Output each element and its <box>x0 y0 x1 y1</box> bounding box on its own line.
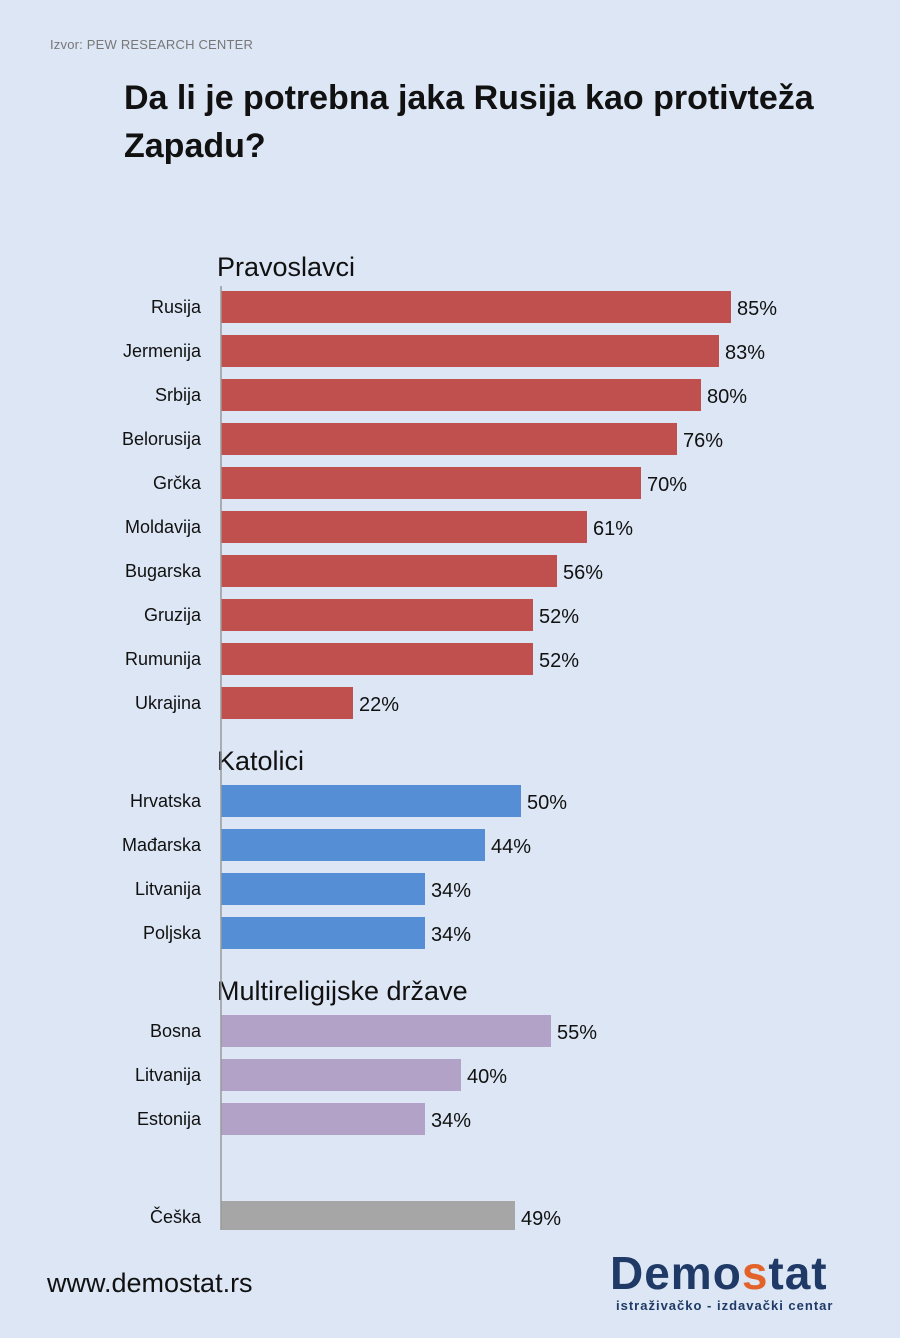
logo-part: Demo <box>610 1247 742 1299</box>
data-label: 70% <box>647 474 687 496</box>
bar <box>221 785 521 817</box>
category-label: Rumunija <box>125 649 202 669</box>
logo-part-accent: s <box>741 1247 769 1299</box>
category-label: Estonija <box>137 1109 202 1129</box>
group-heading: Katolici <box>217 746 304 776</box>
category-label: Gruzija <box>144 605 202 625</box>
data-label: 44% <box>491 836 531 858</box>
bar <box>221 379 701 411</box>
data-label: 80% <box>707 386 747 408</box>
category-label: Moldavija <box>125 517 202 537</box>
category-label: Bosna <box>150 1021 202 1041</box>
logo-wordmark: Demostat <box>610 1248 850 1298</box>
group-heading: Pravoslavci <box>217 252 355 282</box>
data-label: 61% <box>593 518 633 540</box>
bar <box>221 829 485 861</box>
bar <box>221 291 731 323</box>
demostat-logo: Demostat istraživačko - izdavački centar <box>610 1248 850 1313</box>
data-label: 85% <box>737 298 777 320</box>
logo-part: tat <box>768 1247 828 1299</box>
data-label: 55% <box>557 1022 597 1044</box>
footer-url[interactable]: www.demostat.rs <box>47 1268 253 1298</box>
bar <box>221 873 425 905</box>
bar <box>221 599 533 631</box>
data-label: 50% <box>527 792 567 814</box>
chart-title: Da li je potrebna jaka Rusija kao protiv… <box>124 79 814 165</box>
data-label: 56% <box>563 562 603 584</box>
source-note: Izvor: PEW RESEARCH CENTER <box>50 37 254 52</box>
category-label: Mađarska <box>122 835 202 855</box>
data-label: 52% <box>539 650 579 672</box>
bar <box>221 467 641 499</box>
bar-chart: Pravoslavci Rusija 85% Jermenija 83% Srbija 80… <box>122 252 777 1230</box>
data-label: 83% <box>725 342 765 364</box>
group-heading: Multireligijske države <box>217 976 468 1006</box>
category-label: Bugarska <box>125 561 202 581</box>
bar <box>221 917 425 949</box>
logo-tagline: istraživačko - izdavački centar <box>616 1298 834 1313</box>
bar <box>221 555 557 587</box>
data-label: 40% <box>467 1066 507 1088</box>
bar <box>221 1059 461 1091</box>
category-label: Grčka <box>153 473 202 493</box>
category-label: Jermenija <box>123 341 202 361</box>
category-label: Poljska <box>143 923 202 943</box>
bar <box>221 1103 425 1135</box>
category-label: Belorusija <box>122 429 202 449</box>
category-label: Rusija <box>151 297 202 317</box>
data-label: 22% <box>359 694 399 716</box>
data-label: 49% <box>521 1208 561 1230</box>
bar <box>221 423 677 455</box>
category-label: Češka <box>150 1206 202 1227</box>
bar <box>221 687 353 719</box>
data-label: 76% <box>683 430 723 452</box>
bar <box>221 335 719 367</box>
bar <box>221 1015 551 1047</box>
data-label: 34% <box>431 880 471 902</box>
category-label: Litvanija <box>135 879 202 899</box>
bar <box>221 511 587 543</box>
category-label: Srbija <box>155 385 202 405</box>
data-label: 34% <box>431 1110 471 1132</box>
bar <box>221 1201 515 1230</box>
bar <box>221 643 533 675</box>
data-label: 34% <box>431 924 471 946</box>
category-label: Litvanija <box>135 1065 202 1085</box>
category-label: Hrvatska <box>130 791 202 811</box>
data-label: 52% <box>539 606 579 628</box>
category-label: Ukrajina <box>135 693 202 713</box>
